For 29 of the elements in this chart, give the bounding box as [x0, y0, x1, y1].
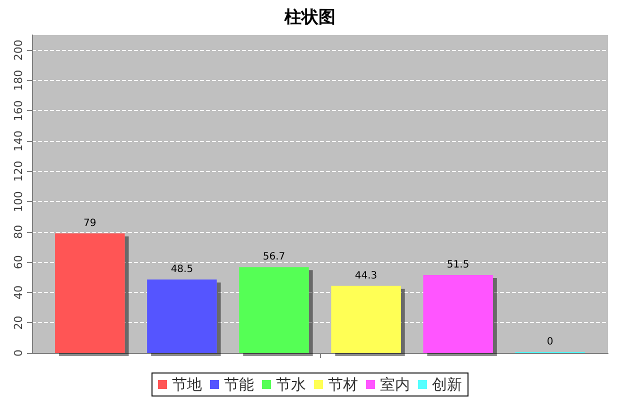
data-label: 51.5: [446, 260, 470, 271]
chart-title: 柱状图: [284, 8, 336, 28]
legend-label: 创新: [432, 376, 462, 394]
bar: [239, 267, 309, 353]
legend-label: 节地: [172, 376, 202, 394]
y-tick-label: 100: [12, 191, 25, 212]
legend-label: 室内: [380, 376, 410, 394]
y-tick-label: 160: [12, 100, 25, 122]
y-tick-label: 200: [12, 40, 25, 61]
y-tick-label: 80: [12, 224, 25, 239]
y-tick-label: 0: [12, 350, 25, 356]
data-label: 56.7: [262, 252, 286, 263]
data-label: 44.3: [354, 270, 378, 282]
bar: [147, 280, 217, 353]
data-label: 0: [546, 336, 554, 348]
y-tick-label: 40: [12, 285, 25, 300]
data-label: 79: [84, 218, 96, 229]
legend-label: 节材: [328, 376, 358, 394]
legend-label: 节能: [224, 376, 254, 394]
bar: [423, 275, 493, 353]
bar: [55, 233, 125, 353]
bar: [331, 286, 401, 353]
y-tick-label: 120: [12, 160, 25, 182]
y-tick-label: 180: [12, 70, 25, 91]
data-label: 48.5: [170, 264, 194, 276]
y-tick-label: 60: [12, 255, 25, 270]
legend-label: 节水: [276, 376, 306, 394]
y-tick-label: 20: [12, 316, 25, 330]
y-tick-label: 140: [12, 130, 25, 152]
